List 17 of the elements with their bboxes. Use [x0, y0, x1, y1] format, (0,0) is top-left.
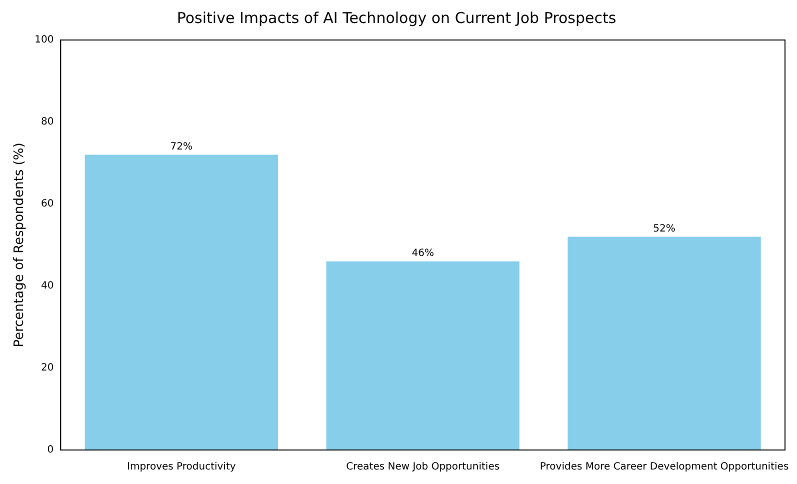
bar — [84, 154, 278, 450]
y-tick-label: 60 — [40, 198, 54, 210]
data-label: 72% — [170, 141, 193, 152]
y-tick-label: 80 — [40, 116, 54, 128]
chart-title: Positive Impacts of AI Technology on Current Job Prospects — [176, 8, 616, 27]
bar — [568, 236, 761, 450]
x-tick-label: Provides More Career Development Opportunities — [540, 462, 789, 473]
y-tick-label: 100 — [34, 34, 54, 46]
y-tick-label: 0 — [47, 444, 54, 456]
bar — [326, 261, 520, 450]
y-tick-label: 20 — [40, 362, 54, 374]
x-tick-label: Improves Productivity — [127, 462, 236, 473]
y-tick-label: 40 — [40, 280, 54, 292]
data-label: 52% — [653, 223, 676, 234]
x-tick-label: Creates New Job Opportunities — [346, 462, 500, 473]
data-label: 46% — [412, 248, 434, 259]
y-axis-title: Percentage of Respondents (%) — [12, 142, 28, 348]
